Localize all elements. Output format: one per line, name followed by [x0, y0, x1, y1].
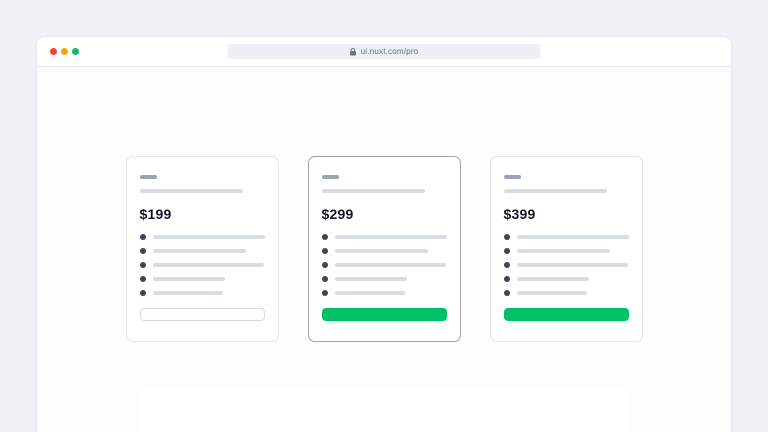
feature-row — [321, 262, 447, 268]
feature-row — [139, 248, 265, 254]
bullet-dot — [139, 290, 146, 296]
bullet-dot — [503, 276, 510, 282]
feature-skeleton-bar — [516, 235, 629, 239]
bullet-dot — [321, 276, 328, 282]
pricing-card-basic: $199 — [125, 156, 279, 342]
feature-skeleton-bar — [152, 277, 225, 281]
url-bar[interactable]: ui.nuxt.com/pro — [227, 44, 541, 59]
bullet-dot — [139, 248, 146, 254]
feature-skeleton-bar — [516, 249, 610, 253]
plan-subtitle-skeleton — [503, 189, 607, 193]
bullet-dot — [503, 262, 510, 268]
bullet-dot — [139, 262, 146, 268]
feature-skeleton-bar — [334, 235, 447, 239]
close-button[interactable] — [50, 48, 57, 55]
browser-window: ui.nuxt.com/pro $199 $299 $399 — [36, 36, 732, 432]
feature-skeleton-bar — [334, 277, 407, 281]
plan-price: $199 — [139, 206, 172, 222]
bullet-dot — [321, 248, 328, 254]
feature-list — [503, 234, 629, 296]
pricing-card-premium: $399 — [489, 156, 643, 342]
browser-titlebar: ui.nuxt.com/pro — [37, 37, 731, 67]
plan-price: $299 — [321, 206, 354, 222]
feature-skeleton-bar — [334, 291, 405, 295]
feature-row — [321, 276, 447, 282]
bullet-dot — [503, 248, 510, 254]
buy-button-primary[interactable] — [503, 308, 629, 321]
lock-icon — [350, 47, 357, 55]
pricing-cards-row: $199 $299 $399 — [125, 156, 643, 342]
feature-skeleton-bar — [516, 263, 628, 267]
feature-skeleton-bar — [152, 291, 223, 295]
feature-row — [321, 248, 447, 254]
zoom-button[interactable] — [72, 48, 79, 55]
plan-title-skeleton — [321, 175, 339, 179]
bullet-dot — [503, 234, 510, 240]
feature-row — [139, 276, 265, 282]
bullet-dot — [321, 290, 328, 296]
bullet-dot — [139, 276, 146, 282]
feature-skeleton-bar — [152, 235, 265, 239]
bullet-dot — [139, 234, 146, 240]
plan-subtitle-skeleton — [321, 189, 425, 193]
feature-skeleton-bar — [516, 291, 587, 295]
plan-subtitle-skeleton — [139, 189, 243, 193]
feature-row — [503, 276, 629, 282]
url-text: ui.nuxt.com/pro — [360, 46, 419, 56]
feature-skeleton-bar — [152, 263, 264, 267]
plan-title-skeleton — [139, 175, 157, 179]
feature-skeleton-bar — [334, 263, 446, 267]
next-section-placeholder — [138, 390, 630, 432]
minimize-button[interactable] — [61, 48, 68, 55]
bullet-dot — [321, 234, 328, 240]
bullet-dot — [503, 290, 510, 296]
feature-row — [503, 234, 629, 240]
feature-row — [139, 234, 265, 240]
traffic-lights — [50, 48, 79, 55]
feature-list — [321, 234, 447, 296]
feature-skeleton-bar — [334, 249, 428, 253]
feature-list — [139, 234, 265, 296]
feature-row — [503, 290, 629, 296]
plan-price: $399 — [503, 206, 536, 222]
feature-skeleton-bar — [152, 249, 246, 253]
feature-skeleton-bar — [516, 277, 589, 281]
buy-button-outline[interactable] — [139, 308, 265, 321]
buy-button-primary[interactable] — [321, 308, 447, 321]
pricing-card-featured: $299 — [307, 156, 461, 342]
feature-row — [139, 262, 265, 268]
feature-row — [503, 248, 629, 254]
page-content: $199 $299 $399 — [37, 67, 731, 432]
feature-row — [321, 234, 447, 240]
feature-row — [503, 262, 629, 268]
feature-row — [321, 290, 447, 296]
plan-title-skeleton — [503, 175, 521, 179]
bullet-dot — [321, 262, 328, 268]
feature-row — [139, 290, 265, 296]
